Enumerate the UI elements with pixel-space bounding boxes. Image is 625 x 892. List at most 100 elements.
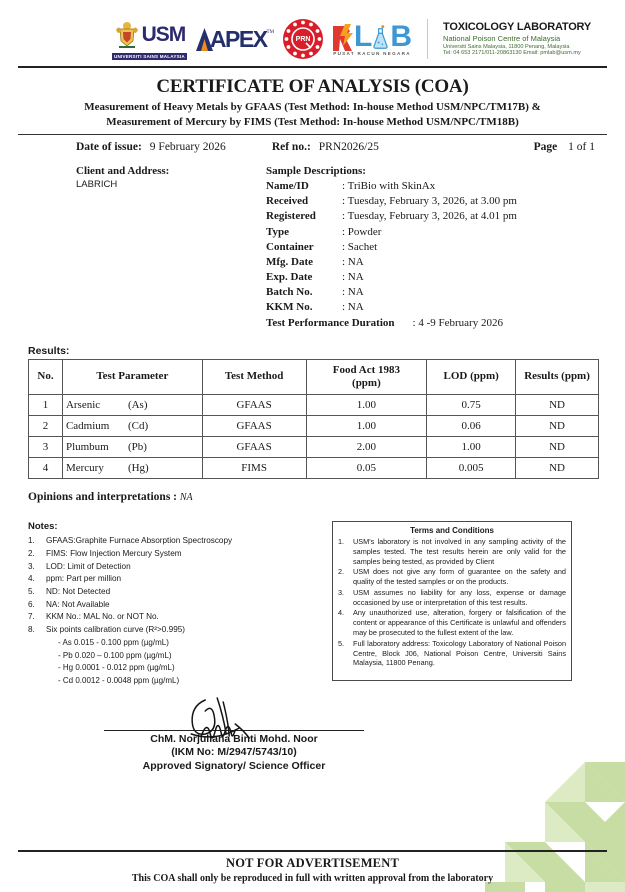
note-number: 4. xyxy=(28,574,35,584)
parameter-symbol: (Hg) xyxy=(127,462,149,475)
sample-row: Name/ID : TriBio with SkinAx xyxy=(266,179,607,194)
term-item: 5. Full laboratory address: Toxicology L… xyxy=(338,639,566,668)
rlab-l-letter: L xyxy=(354,20,372,53)
results-table: No. Test Parameter Test Method Food Act … xyxy=(28,358,599,480)
calibration-range-item: - Hg 0.0001 - 0.012 ppm (µg/mL) xyxy=(58,663,175,673)
note-text: KKM No.: MAL No. or NOT No. xyxy=(46,612,159,622)
usm-logo-subtitle: UNIVERSITI SAINS MALAYSIA xyxy=(111,52,187,60)
calibration-range-item: - As 0.015 - 0.100 ppm (µg/mL) xyxy=(58,637,169,647)
cell-test-method: GFAAS xyxy=(201,415,307,438)
sample-row: Type : Powder xyxy=(266,225,607,240)
notes-heading: Notes: xyxy=(28,521,58,533)
notes-block: Notes: 1. GFAAS:Graphite Furnace Absorpt… xyxy=(28,521,318,688)
page-value: 1 of 1 xyxy=(568,141,595,154)
page-footer: NOT FOR ADVERTISEMENT This COA shall onl… xyxy=(18,842,607,884)
ref-no-value: PRN2026/25 xyxy=(318,141,379,154)
sample-row: Mfg. Date : NA xyxy=(266,255,607,270)
footer-title: NOT FOR ADVERTISEMENT xyxy=(225,856,399,870)
calibration-range-item: - Pb 0.020 – 0.100 ppm (µg/mL) xyxy=(58,650,172,660)
sample-value: : Tuesday, February 3, 2026, at 4.01 pm xyxy=(342,210,517,223)
letterhead-divider xyxy=(427,19,429,59)
note-text: LOD: Limit of Detection xyxy=(46,561,131,571)
term-item: 3. USM assumes no liability for any loss… xyxy=(338,588,566,608)
table-row: 1 Arsenic (As) GFAAS 1.00 0.75 ND xyxy=(28,394,599,417)
rlab-logo: L B PUSAT RACUN NEGARA xyxy=(332,22,412,56)
sample-value: : TriBio with SkinAx xyxy=(342,180,436,193)
cell-test-parameter: Arsenic (As) xyxy=(61,394,203,417)
food-act-line1: Food Act 1983 xyxy=(332,363,401,376)
sample-value: : NA xyxy=(342,286,364,299)
term-text: USM's laboratory is not involved in any … xyxy=(353,537,566,566)
rlab-logo-subtitle: PUSAT RACUN NEGARA xyxy=(333,51,411,56)
client-name: LABRICH xyxy=(76,179,118,191)
sample-descriptions-block: Sample Descriptions: Name/ID : TriBio wi… xyxy=(266,165,607,331)
cell-lod: 0.06 xyxy=(426,415,517,438)
term-number: 5. xyxy=(338,638,345,648)
term-item: 2. USM does not give any form of guarant… xyxy=(338,567,566,587)
cell-result: ND xyxy=(515,415,599,438)
sample-row: Exp. Date : NA xyxy=(266,270,607,285)
cell-food-act: 2.00 xyxy=(305,436,428,459)
parameter-symbol: (Pb) xyxy=(127,441,147,454)
test-performance-duration-row: Test Performance Duration : 4 -9 Februar… xyxy=(266,316,607,331)
sample-row: Batch No. : NA xyxy=(266,285,607,300)
laboratory-name: TOXICOLOGY LABORATORY xyxy=(443,21,592,33)
term-text: Any unauthorized use, alteration, forger… xyxy=(353,608,566,638)
issue-info-row: Date of issue: 9 February 2026 Ref no.: … xyxy=(18,141,607,153)
column-header-test-parameter: Test Parameter xyxy=(61,358,203,396)
sample-value: : NA xyxy=(342,271,364,284)
column-header-results: Results (ppm) xyxy=(515,358,599,396)
term-number: 4. xyxy=(338,608,345,618)
title-rule xyxy=(18,134,607,136)
usm-crest-icon xyxy=(115,21,138,48)
signatory-role: Approved Signatory/ Science Officer xyxy=(142,760,326,773)
calibration-range-item: - Cd 0.0012 - 0.0048 ppm (µg/mL) xyxy=(58,676,180,686)
cell-lod: 0.005 xyxy=(426,457,517,480)
footer-subtitle: This COA shall only be reproduced in ful… xyxy=(131,873,494,884)
date-of-issue-label: Date of issue: xyxy=(76,141,142,154)
usm-logo: USM UNIVERSITI SAINS MALAYSIA xyxy=(111,19,187,60)
handwritten-signature-icon xyxy=(190,697,250,739)
sample-row: Container : Sachet xyxy=(266,240,607,255)
cell-no: 3 xyxy=(28,436,63,459)
sample-value: : Powder xyxy=(342,225,382,238)
column-header-lod: LOD (ppm) xyxy=(426,358,517,396)
cell-result: ND xyxy=(515,436,599,459)
opinions-label: Opinions and interpretations : xyxy=(28,491,177,504)
client-block: Client and Address: LABRICH xyxy=(76,165,266,331)
note-item: 7. KKM No.: MAL No. or NOT No. xyxy=(28,611,318,624)
laboratory-contact: Tel: 04 653 2171/011-20863130 Email: pml… xyxy=(443,50,581,57)
term-item: 4. Any unauthorized use, alteration, for… xyxy=(338,608,566,637)
laboratory-centre: National Poison Centre of Malaysia xyxy=(443,33,561,43)
sample-key: Mfg. Date xyxy=(266,255,314,268)
letterhead: USM UNIVERSITI SAINS MALAYSIA APEX TM xyxy=(18,0,607,60)
note-number: 5. xyxy=(28,586,35,596)
prn-seal-logo: PRN xyxy=(283,19,324,59)
term-text: Full laboratory address: Toxicology Labo… xyxy=(353,638,566,668)
column-header-test-method: Test Method xyxy=(201,358,307,396)
parameter-name: Arsenic xyxy=(65,399,101,412)
signatory-ikm-number: (IKM No: M/2947/5743/10) xyxy=(171,745,297,758)
prn-seal-ring-icon xyxy=(284,20,323,58)
calibration-range-list: - As 0.015 - 0.100 ppm (µg/mL) - Pb 0.02… xyxy=(58,637,318,688)
notes-and-terms-section: Notes: 1. GFAAS:Graphite Furnace Absorpt… xyxy=(18,521,607,688)
sample-descriptions-heading: Sample Descriptions: xyxy=(266,165,366,178)
parameter-symbol: (Cd) xyxy=(127,420,149,433)
sample-key: KKM No. xyxy=(266,301,313,314)
apex-logo: APEX TM xyxy=(195,27,274,51)
cell-no: 2 xyxy=(28,415,63,438)
table-row: 3 Plumbum (Pb) GFAAS 2.00 1.00 ND xyxy=(28,436,599,459)
note-item: 3. LOD: Limit of Detection xyxy=(28,561,318,574)
term-number: 1. xyxy=(338,537,345,547)
note-text: ND: Not Detected xyxy=(46,586,111,596)
note-item: 5. ND: Not Detected xyxy=(28,586,318,599)
sample-key: Container xyxy=(266,240,314,253)
apex-mark-icon xyxy=(195,27,213,51)
results-label: Results: xyxy=(28,344,70,357)
cell-lod: 0.75 xyxy=(426,394,517,417)
note-number: 3. xyxy=(28,561,35,571)
term-item: 1. USM's laboratory is not involved in a… xyxy=(338,537,566,566)
cell-food-act: 0.05 xyxy=(305,457,428,480)
page-subtitle-line1: Measurement of Heavy Metals by GFAAS (Te… xyxy=(84,101,541,113)
